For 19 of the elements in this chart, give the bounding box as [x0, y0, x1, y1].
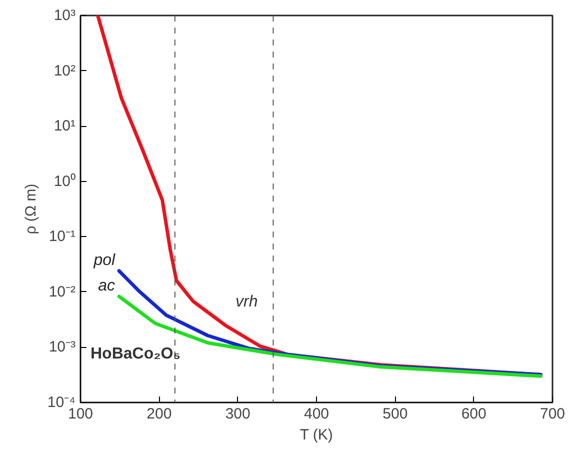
annotation: vrh: [236, 294, 258, 310]
x-tick-label: 600: [461, 406, 486, 422]
y-tick-label: 10⁻²: [48, 283, 76, 300]
x-tick-label: 300: [225, 406, 250, 422]
series-label: ac: [98, 277, 116, 294]
y-tick-label: 10³: [54, 7, 76, 24]
y-tick-label: 10⁻³: [48, 338, 76, 356]
y-tick-label: 10¹: [54, 118, 76, 135]
y-tick-label: 10⁻¹: [48, 228, 76, 246]
x-tick-label: 500: [382, 406, 408, 422]
x-tick-label: 700: [540, 406, 566, 422]
x-tick-label: 400: [304, 406, 330, 422]
y-tick-label: 10²: [54, 62, 76, 80]
y-axis-title: ρ (Ω m): [22, 184, 40, 234]
series-label: pol: [92, 252, 116, 269]
annotation: HoBaCo₂O₅: [90, 346, 180, 362]
y-tick-label: 10⁰: [54, 172, 76, 190]
x-tick-label: 200: [146, 406, 172, 422]
x-axis-title: T (K): [300, 426, 333, 444]
